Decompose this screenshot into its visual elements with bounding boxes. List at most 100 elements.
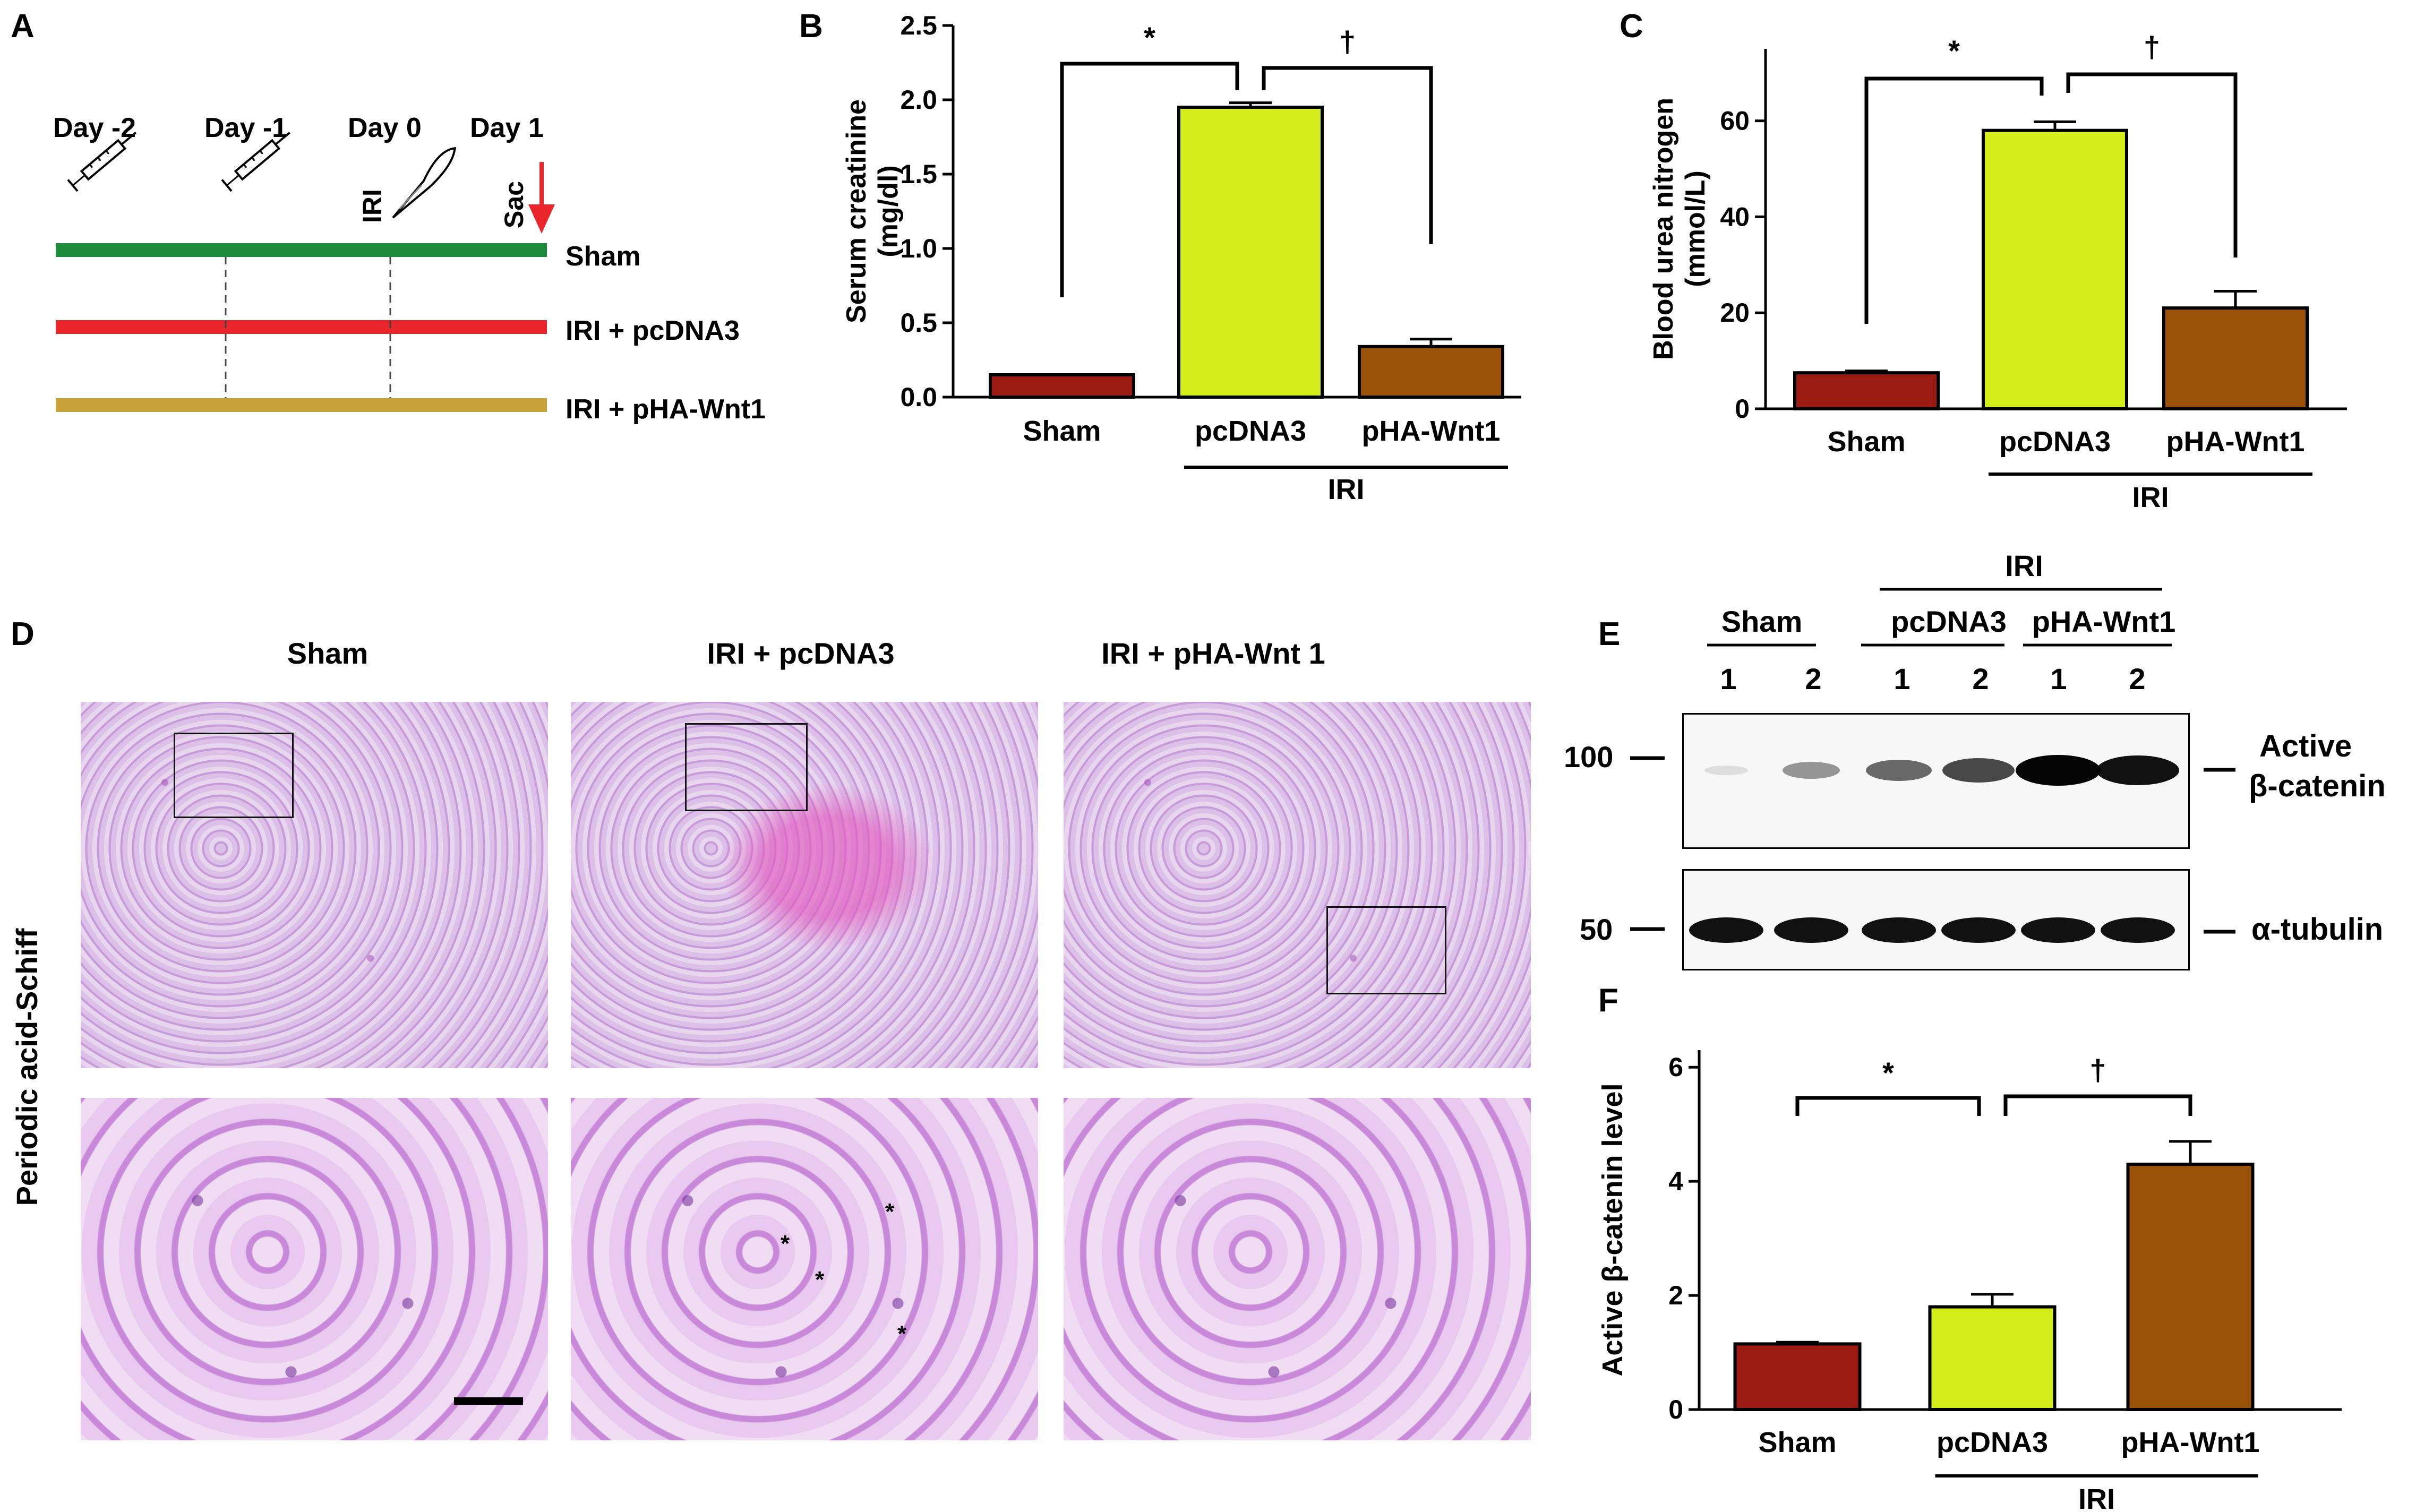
panel-letter-a: A (11, 8, 35, 45)
band-label: α-tubulin (2251, 912, 2383, 947)
y-axis-label: Serum creatinine (841, 99, 872, 323)
y-axis-label: Active β-catenin level (1597, 1083, 1629, 1376)
group-label: Sham (566, 241, 641, 272)
western-band-beta-catenin (1704, 765, 1748, 776)
mw-marker: 100 (1564, 740, 1613, 774)
day-label: Day 0 (348, 113, 422, 143)
western-band-alpha-tubulin (1774, 917, 1848, 943)
y-tick-label: 0.0 (900, 382, 937, 412)
histology-image-wnt1-low (1064, 702, 1531, 1068)
significance-bracket (2066, 72, 2238, 257)
timeline-bar-pcdna3 (56, 320, 547, 334)
category-label: pcDNA3 (1937, 1427, 2048, 1458)
lane-number: 2 (1972, 662, 1989, 695)
y-tick-label: 1.0 (900, 234, 937, 263)
western-iri-label: IRI (2005, 549, 2043, 582)
significance-marker: * (1948, 34, 1960, 67)
western-band-alpha-tubulin (1689, 917, 1763, 943)
panel-e: IRI Sham pcDNA3 pHA-Wnt1 1 2 1 2 1 2 100… (1564, 549, 2386, 947)
y-tick-label: 1.5 (900, 159, 937, 189)
group-label: IRI (2132, 482, 2169, 513)
western-group-label: Sham (1721, 605, 1803, 638)
panel-letter-b: B (799, 8, 823, 45)
mw-marker: 50 (1580, 913, 1613, 946)
y-tick-label: 20 (1720, 298, 1750, 328)
syringe-icon (221, 132, 291, 192)
western-group-label: pHA-Wnt1 (2032, 605, 2176, 638)
y-tick-label: 0.5 (900, 308, 937, 338)
lane-number: 2 (2129, 662, 2145, 695)
significance-marker: † (2144, 30, 2160, 64)
category-label: pHA-Wnt1 (2166, 426, 2305, 458)
western-band-alpha-tubulin (2101, 917, 2175, 943)
western-blot-alpha-tubulin (1682, 869, 2190, 970)
western-band-beta-catenin (1783, 762, 1840, 779)
western-band-beta-catenin (2096, 755, 2179, 785)
bar (1733, 1342, 1862, 1412)
panel-letter-e: E (1598, 616, 1620, 652)
injury-asterisk: * (885, 1199, 895, 1225)
y-axis-label-units: (mg/dl) (873, 165, 904, 257)
chart-serum-creatinine: 0.0 0.5 1.0 1.5 2.0 2.5 Serum creatinine (mg/dl… (841, 11, 1521, 505)
y-tick-label: 60 (1720, 106, 1750, 136)
histology-image-pcdna3-high: * * * * (571, 1098, 1038, 1440)
lane-number: 1 (1894, 662, 1910, 695)
significance-bracket (1795, 1096, 1981, 1116)
bar (1177, 106, 1324, 399)
group-label: IRI + pHA-Wnt1 (566, 394, 766, 425)
bar (1928, 1305, 2057, 1412)
significance-bracket (1262, 66, 1433, 244)
group-label: IRI + pcDNA3 (566, 315, 740, 346)
inset-box (685, 723, 808, 811)
histology-column-title: IRI + pHA-Wnt 1 (1101, 637, 1325, 670)
bar (1358, 345, 1504, 399)
category-label: Sham (1827, 426, 1905, 458)
group-label: IRI (2078, 1483, 2115, 1512)
category-label: Sham (1758, 1427, 1836, 1458)
bar (2162, 306, 2309, 410)
inset-box (1326, 906, 1446, 994)
panel-a: Day -2 Day -1 Day 0 Day 1 IRI (53, 113, 766, 425)
significance-marker: * (1882, 1056, 1894, 1089)
timeline-bar-sham (56, 243, 547, 257)
panel-letter-d: D (11, 616, 35, 652)
western-blot-active-beta-catenin (1682, 713, 2190, 849)
significance-marker: † (2089, 1053, 2106, 1087)
western-band-beta-catenin (1866, 760, 1932, 781)
lane-number: 1 (1720, 662, 1736, 695)
band-label: β-catenin (2249, 769, 2386, 803)
sac-label: Sac (499, 181, 529, 228)
histology-column-title: Sham (287, 637, 369, 670)
day-label: Day -1 (204, 113, 287, 143)
y-axis-label: Blood urea nitrogen (1648, 98, 1679, 360)
significance-bracket (1060, 62, 1239, 297)
bar (1982, 128, 2128, 410)
y-tick-label: 0 (1735, 394, 1750, 424)
day-label: Day -2 (53, 113, 136, 143)
histology-column-title: IRI + pcDNA3 (707, 637, 894, 670)
significance-marker: * (1144, 21, 1155, 54)
day-label: Day 1 (470, 113, 544, 143)
injury-asterisk: * (815, 1267, 825, 1293)
lane-number: 2 (1805, 662, 1821, 695)
injury-asterisk: * (897, 1321, 907, 1347)
panel-letter-c: C (1620, 8, 1643, 45)
western-band-alpha-tubulin (1941, 917, 2016, 943)
histology-image-sham-low (81, 702, 548, 1068)
y-tick-label: 2 (1668, 1281, 1683, 1310)
y-tick-label: 0 (1668, 1395, 1683, 1424)
lane-number: 1 (2050, 662, 2067, 695)
bar (1793, 371, 1940, 411)
y-tick-label: 40 (1720, 202, 1750, 231)
significance-bracket (2003, 1094, 2192, 1116)
chart-blood-urea-nitrogen: 0 20 40 60 Blood urea nitrogen (mmol/L) Sham pc… (1648, 30, 2347, 513)
histology-image-sham-high (81, 1098, 548, 1440)
significance-bracket (1864, 76, 2044, 324)
bar (2126, 1162, 2255, 1412)
western-band-alpha-tubulin (2021, 917, 2095, 943)
y-tick-label: 4 (1668, 1166, 1683, 1196)
histology-image-wnt1-high (1064, 1098, 1531, 1440)
western-band-alpha-tubulin (1862, 917, 1936, 943)
y-tick-label: 2.0 (900, 85, 937, 115)
